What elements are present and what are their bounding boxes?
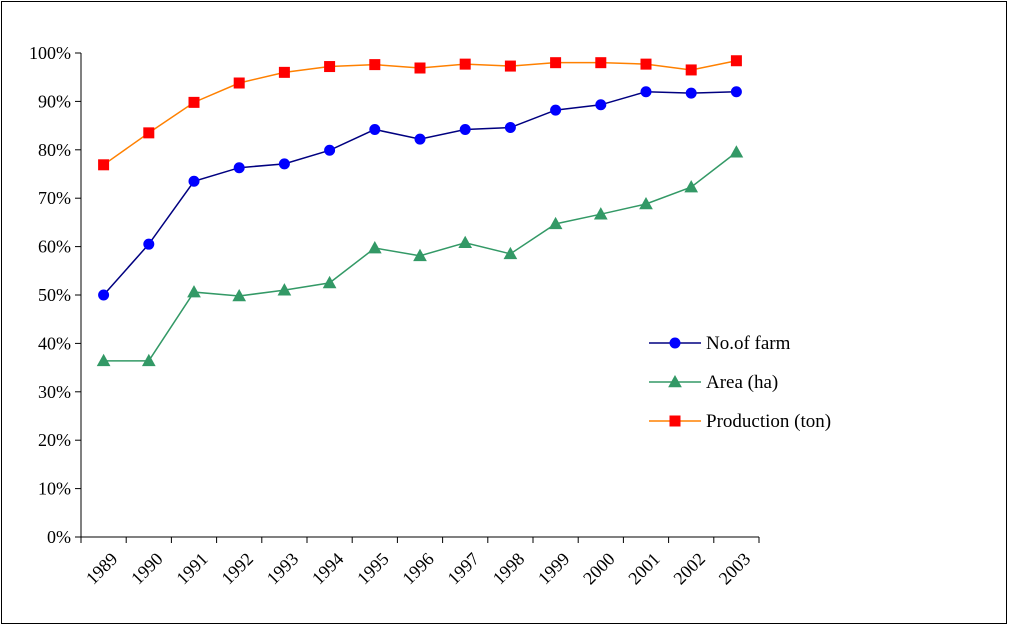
data-point: [595, 57, 607, 69]
series-line: [103, 90, 737, 296]
legend-label: Area (ha): [706, 372, 778, 393]
data-point: [143, 127, 155, 139]
y-tick-label: 20%: [38, 430, 71, 450]
data-point: [96, 353, 111, 367]
series-0: [98, 86, 742, 301]
data-point: [278, 158, 290, 170]
data-point: [369, 59, 381, 71]
data-point: [277, 283, 292, 296]
data-point: [730, 86, 742, 98]
data-point: [729, 145, 744, 158]
x-tick-label: 1995: [353, 549, 393, 589]
series-line: [103, 60, 737, 166]
x-tick-label: 1989: [82, 549, 122, 589]
data-point: [595, 99, 607, 111]
data-point: [414, 62, 426, 74]
data-point: [685, 87, 697, 99]
data-point: [550, 104, 562, 116]
y-tick-label: 50%: [38, 285, 71, 305]
x-tick-label: 2002: [669, 549, 709, 589]
x-tick-label: 2000: [579, 549, 619, 589]
legend-item: Production (ton): [649, 411, 831, 432]
data-point: [414, 133, 426, 145]
data-point: [324, 61, 336, 73]
data-point: [233, 162, 245, 174]
data-point: [640, 86, 652, 98]
data-point: [141, 353, 156, 367]
legend-marker: [669, 337, 681, 349]
x-tick-label: 1992: [217, 549, 257, 589]
y-tick-label: 80%: [38, 140, 71, 160]
data-point: [593, 207, 608, 220]
data-point: [187, 285, 201, 298]
series-2: [98, 55, 742, 171]
data-point: [459, 58, 471, 70]
data-point: [98, 159, 110, 171]
data-point: [369, 123, 381, 135]
series-1: [96, 145, 744, 367]
x-tick-label: 1993: [263, 549, 303, 589]
data-point: [504, 122, 516, 134]
data-point: [730, 55, 742, 67]
data-point: [233, 77, 245, 89]
y-tick-label: 90%: [38, 91, 71, 111]
data-point: [413, 248, 427, 262]
x-tick-label: 1991: [172, 549, 212, 589]
y-tick-label: 60%: [38, 237, 71, 257]
data-point: [278, 66, 290, 78]
data-point: [188, 175, 200, 187]
x-tick-label: 1990: [127, 549, 167, 589]
data-point: [143, 238, 155, 250]
x-tick-label: 2001: [624, 549, 664, 589]
y-tick-label: 10%: [38, 479, 71, 499]
data-point: [684, 180, 699, 193]
data-point: [188, 96, 200, 108]
data-point: [459, 123, 471, 135]
x-tick-label: 1997: [443, 549, 483, 589]
y-tick-label: 30%: [38, 382, 71, 402]
y-tick-label: 100%: [29, 43, 71, 63]
data-point: [98, 289, 110, 301]
data-point: [548, 216, 563, 230]
legend-label: No.of farm: [706, 333, 791, 354]
x-tick-label: 2003: [715, 549, 755, 589]
data-point: [550, 57, 562, 69]
legend-item: No.of farm: [649, 333, 791, 354]
y-tick-label: 70%: [38, 188, 71, 208]
data-point: [503, 246, 518, 260]
x-tick-label: 1996: [398, 549, 438, 589]
data-point: [639, 196, 653, 210]
legend-item: Area (ha): [649, 372, 778, 393]
data-point: [322, 275, 337, 289]
y-tick-label: 0%: [47, 527, 71, 547]
legend-marker: [669, 415, 681, 427]
data-point: [640, 58, 652, 70]
data-point: [685, 64, 697, 76]
legend-label: Production (ton): [706, 411, 831, 432]
data-point: [504, 60, 516, 72]
y-tick-label: 40%: [38, 333, 71, 353]
x-tick-label: 1994: [308, 549, 348, 589]
legend-marker: [668, 374, 682, 388]
x-tick-label: 1999: [534, 549, 574, 589]
data-point: [367, 241, 382, 254]
x-tick-label: 1998: [489, 549, 529, 589]
data-point: [324, 144, 336, 156]
data-point: [458, 235, 473, 249]
data-point: [232, 288, 247, 302]
